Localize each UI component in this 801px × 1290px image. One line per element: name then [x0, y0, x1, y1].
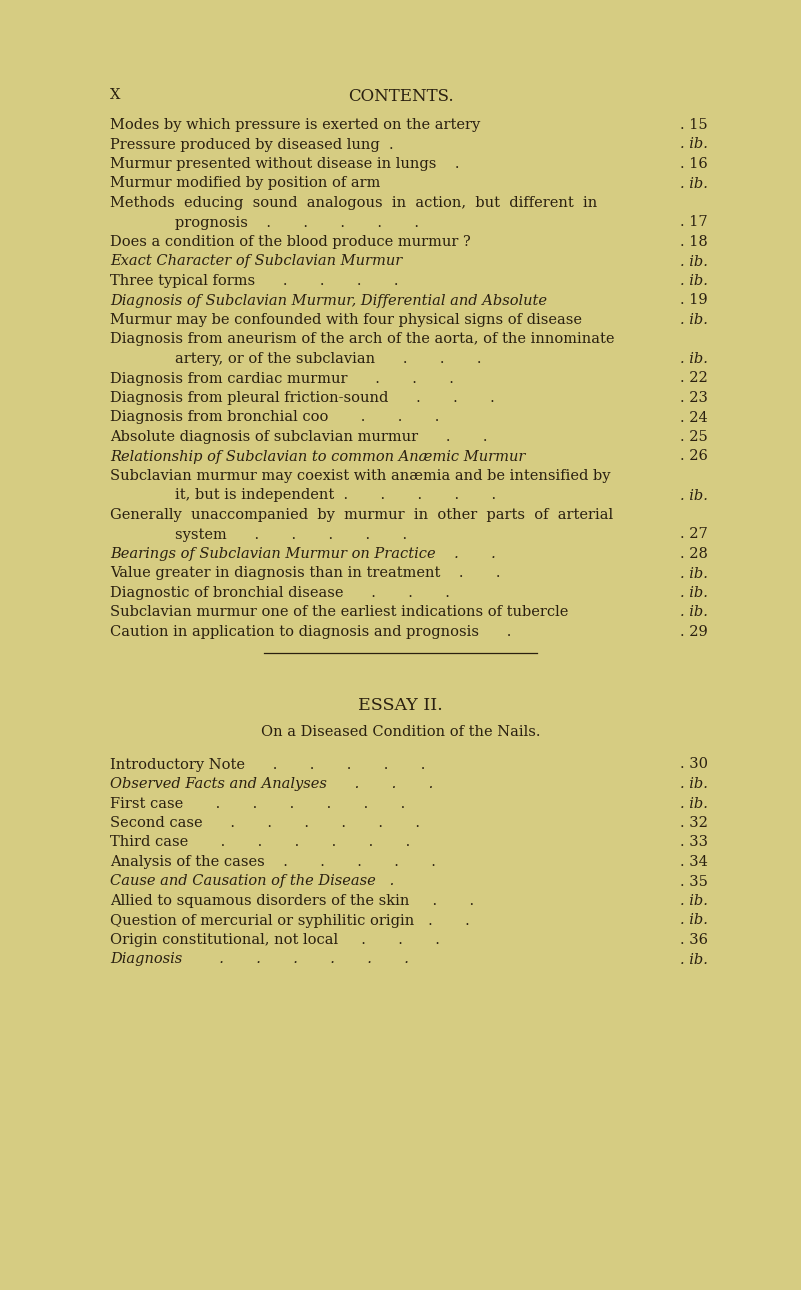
Text: . ib.: . ib.	[680, 138, 708, 151]
Text: Question of mercurial or syphilitic origin   .       .: Question of mercurial or syphilitic orig…	[110, 913, 469, 928]
Text: . 27: . 27	[680, 528, 708, 542]
Text: Diagnosis of Subclavian Murmur, Differential and Absolute: Diagnosis of Subclavian Murmur, Differen…	[110, 294, 547, 307]
Text: Murmur presented without disease in lungs    .: Murmur presented without disease in lung…	[110, 157, 460, 172]
Text: Murmur modified by position of arm: Murmur modified by position of arm	[110, 177, 380, 191]
Text: Caution in application to diagnosis and prognosis      .: Caution in application to diagnosis and …	[110, 624, 511, 639]
Text: . 19: . 19	[680, 294, 707, 307]
Text: Diagnosis from cardiac murmur      .       .       .: Diagnosis from cardiac murmur . . .	[110, 372, 454, 386]
Text: . ib.: . ib.	[680, 254, 708, 268]
Text: Allied to squamous disorders of the skin     .       .: Allied to squamous disorders of the skin…	[110, 894, 474, 908]
Text: Absolute diagnosis of subclavian murmur      .       .: Absolute diagnosis of subclavian murmur …	[110, 430, 488, 444]
Text: Bearings of Subclavian Murmur on Practice    .       .: Bearings of Subclavian Murmur on Practic…	[110, 547, 496, 561]
Text: . ib.: . ib.	[680, 177, 708, 191]
Text: . 17: . 17	[680, 215, 707, 230]
Text: Relationship of Subclavian to common Anæmic Murmur: Relationship of Subclavian to common Anæ…	[110, 449, 525, 463]
Text: Origin constitutional, not local     .       .       .: Origin constitutional, not local . . .	[110, 933, 440, 947]
Text: . 30: . 30	[680, 757, 708, 771]
Text: . 23: . 23	[680, 391, 708, 405]
Text: Methods  educing  sound  analogous  in  action,  but  different  in: Methods educing sound analogous in actio…	[110, 196, 598, 210]
Text: Does a condition of the blood produce murmur ?: Does a condition of the blood produce mu…	[110, 235, 471, 249]
Text: it, but is independent  .       .       .       .       .: it, but is independent . . . . .	[175, 489, 496, 503]
Text: CONTENTS.: CONTENTS.	[348, 88, 453, 104]
Text: Second case      .       .       .       .       .       .: Second case . . . . . .	[110, 817, 420, 829]
Text: . 32: . 32	[680, 817, 708, 829]
Text: Diagnostic of bronchial disease      .       .       .: Diagnostic of bronchial disease . . .	[110, 586, 450, 600]
Text: . ib.: . ib.	[680, 605, 708, 619]
Text: . ib.: . ib.	[680, 796, 708, 810]
Text: Exact Character of Subclavian Murmur: Exact Character of Subclavian Murmur	[110, 254, 402, 268]
Text: . ib.: . ib.	[680, 489, 708, 503]
Text: . 36: . 36	[680, 933, 708, 947]
Text: Cause and Causation of the Disease   .: Cause and Causation of the Disease .	[110, 875, 394, 889]
Text: . 35: . 35	[680, 875, 708, 889]
Text: First case       .       .       .       .       .       .: First case . . . . . .	[110, 796, 405, 810]
Text: Diagnosis from pleural friction-sound      .       .       .: Diagnosis from pleural friction-sound . …	[110, 391, 495, 405]
Text: . 33: . 33	[680, 836, 708, 850]
Text: Diagnosis        .       .       .       .       .       .: Diagnosis . . . . . .	[110, 952, 409, 966]
Text: . ib.: . ib.	[680, 913, 708, 928]
Text: artery, or of the subclavian      .       .       .: artery, or of the subclavian . . .	[175, 352, 481, 366]
Text: Subclavian murmur may coexist with anæmia and be intensified by: Subclavian murmur may coexist with anæmi…	[110, 470, 610, 482]
Text: . 26: . 26	[680, 449, 708, 463]
Text: . 16: . 16	[680, 157, 708, 172]
Text: Observed Facts and Analyses      .       .       .: Observed Facts and Analyses . . .	[110, 777, 433, 791]
Text: . ib.: . ib.	[680, 894, 708, 908]
Text: . ib.: . ib.	[680, 352, 708, 366]
Text: . 15: . 15	[680, 117, 707, 132]
Text: . 28: . 28	[680, 547, 708, 561]
Text: . 34: . 34	[680, 855, 708, 869]
Text: . ib.: . ib.	[680, 777, 708, 791]
Text: ESSAY II.: ESSAY II.	[358, 698, 443, 715]
Text: . 29: . 29	[680, 624, 708, 639]
Text: Three typical forms      .       .       .       .: Three typical forms . . . .	[110, 273, 399, 288]
Text: Generally  unaccompanied  by  murmur  in  other  parts  of  arterial: Generally unaccompanied by murmur in oth…	[110, 508, 613, 522]
Text: . ib.: . ib.	[680, 586, 708, 600]
Text: . 18: . 18	[680, 235, 708, 249]
Text: prognosis    .       .       .       .       .: prognosis . . . . .	[175, 215, 419, 230]
Text: X: X	[110, 88, 120, 102]
Text: Pressure produced by diseased lung  .: Pressure produced by diseased lung .	[110, 138, 393, 151]
Text: . 22: . 22	[680, 372, 708, 386]
Text: Value greater in diagnosis than in treatment    .       .: Value greater in diagnosis than in treat…	[110, 566, 501, 580]
Text: On a Diseased Condition of the Nails.: On a Diseased Condition of the Nails.	[261, 725, 540, 739]
Text: Third case       .       .       .       .       .       .: Third case . . . . . .	[110, 836, 410, 850]
Text: system      .       .       .       .       .: system . . . . .	[175, 528, 407, 542]
Text: . ib.: . ib.	[680, 952, 708, 966]
Text: Analysis of the cases    .       .       .       .       .: Analysis of the cases . . . . .	[110, 855, 436, 869]
Text: . 25: . 25	[680, 430, 708, 444]
Text: Diagnosis from aneurism of the arch of the aorta, of the innominate: Diagnosis from aneurism of the arch of t…	[110, 333, 614, 347]
Text: Introductory Note      .       .       .       .       .: Introductory Note . . . . .	[110, 757, 425, 771]
Text: Subclavian murmur one of the earliest indications of tubercle: Subclavian murmur one of the earliest in…	[110, 605, 569, 619]
Text: . ib.: . ib.	[680, 313, 708, 326]
Text: . ib.: . ib.	[680, 566, 708, 580]
Text: Diagnosis from bronchial coo       .       .       .: Diagnosis from bronchial coo . . .	[110, 410, 440, 424]
Text: . ib.: . ib.	[680, 273, 708, 288]
Text: Murmur may be confounded with four physical signs of disease: Murmur may be confounded with four physi…	[110, 313, 582, 326]
Text: . 24: . 24	[680, 410, 708, 424]
Text: Modes by which pressure is exerted on the artery: Modes by which pressure is exerted on th…	[110, 117, 481, 132]
